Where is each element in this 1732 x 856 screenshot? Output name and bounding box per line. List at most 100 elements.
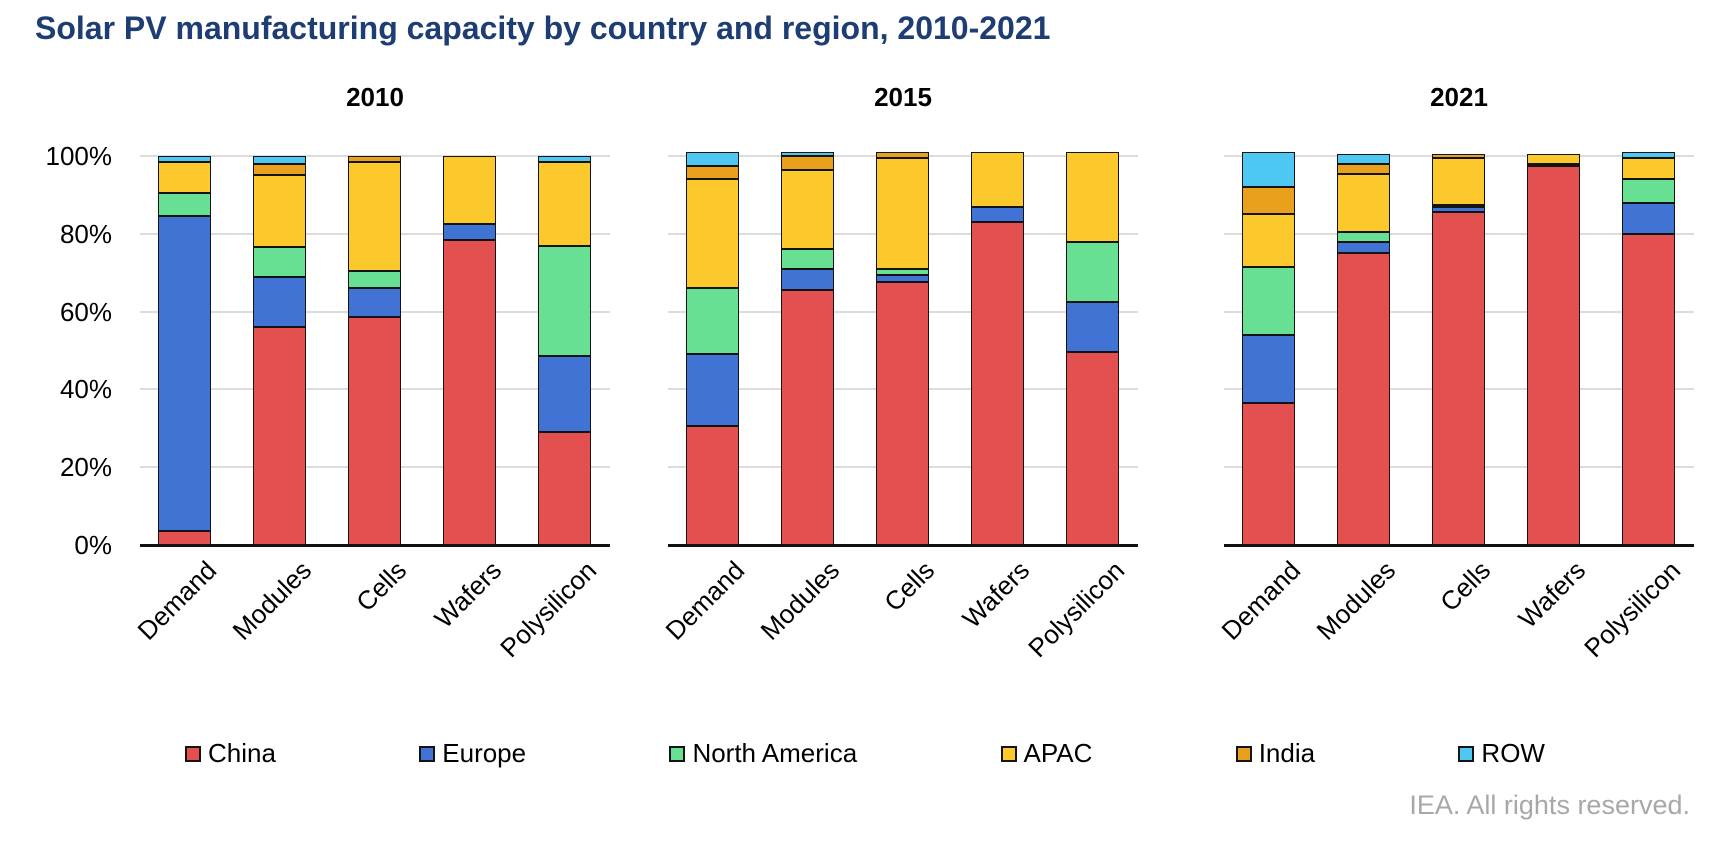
legend-swatch-india	[1235, 745, 1252, 762]
segment-row	[253, 156, 306, 164]
segment-row	[686, 152, 739, 166]
legend-swatch-apac	[1000, 745, 1017, 762]
segment-india	[348, 156, 401, 162]
bar-demand	[686, 152, 739, 545]
chart-title: Solar PV manufacturing capacity by count…	[35, 10, 1051, 46]
segment-apac	[1337, 173, 1390, 232]
y-tick-label: 40%	[59, 374, 112, 405]
plot-2015: Demand Modules Cells Wafers Polysilicon	[659, 152, 1138, 663]
segment-china	[1066, 352, 1119, 545]
plot-2010: 100% 80% 60% 40% 20% 0% Demand Modules Cells Wafe…	[46, 141, 610, 663]
segment-india	[686, 165, 739, 180]
legend-item-europe: Europe	[419, 738, 526, 769]
segment-china	[781, 290, 834, 545]
segment-india	[1337, 163, 1390, 174]
segment-europe	[1337, 241, 1390, 254]
segment-india	[253, 163, 306, 176]
x-axis-line	[140, 544, 610, 547]
segment-europe	[686, 354, 739, 427]
segment-north-america	[876, 268, 929, 275]
bar-wafers	[443, 156, 496, 545]
x-axis-line	[1224, 544, 1694, 547]
bar-polysilicon	[1066, 152, 1119, 545]
copyright-text: IEA. All rights reserved.	[1409, 790, 1690, 820]
panel-title-2010: 2010	[346, 82, 404, 112]
segment-apac	[443, 156, 496, 225]
segment-apac	[1242, 214, 1295, 267]
legend-item-apac: APAC	[1000, 738, 1092, 769]
segment-europe	[348, 288, 401, 318]
legend-swatch-europe	[419, 745, 436, 762]
legend-swatch-north-america	[669, 745, 686, 762]
segment-row	[158, 156, 211, 162]
segment-apac	[1066, 152, 1119, 242]
segment-north-america	[1622, 179, 1675, 203]
legend-item-row: ROW	[1458, 738, 1545, 769]
segment-china	[253, 327, 306, 545]
segment-apac	[158, 161, 211, 193]
segment-europe	[253, 276, 306, 328]
legend-swatch-row	[1458, 745, 1475, 762]
bar-demand	[158, 156, 211, 545]
segment-row	[538, 156, 591, 162]
segment-europe	[1066, 301, 1119, 353]
segment-north-america	[1066, 241, 1119, 302]
legend-item-india: India	[1235, 738, 1316, 769]
legend-label: North America	[692, 738, 858, 768]
segment-apac	[1622, 157, 1675, 180]
segment-north-america	[538, 245, 591, 357]
segment-north-america	[781, 249, 834, 269]
segment-china	[686, 426, 739, 545]
bar-modules	[253, 156, 306, 545]
legend-label: Europe	[442, 738, 527, 768]
segment-india	[876, 152, 929, 158]
segment-north-america	[1242, 266, 1295, 335]
segment-europe	[971, 206, 1024, 223]
segment-india	[1242, 187, 1295, 215]
segment-apac	[348, 161, 401, 271]
segment-north-america	[686, 288, 739, 355]
segment-china	[443, 239, 496, 545]
segment-china	[1337, 253, 1390, 545]
bar-wafers	[1527, 154, 1580, 545]
bar-cells	[1432, 154, 1485, 545]
bar-cells	[348, 156, 401, 545]
legend-item-north-america: North America	[669, 738, 857, 769]
segment-north-america	[253, 247, 306, 277]
segment-row	[1242, 152, 1295, 188]
segment-china	[971, 222, 1024, 545]
segment-row	[1622, 152, 1675, 158]
segment-europe	[876, 274, 929, 283]
segment-china	[1242, 403, 1295, 545]
segment-row	[1337, 154, 1390, 164]
segment-europe	[781, 268, 834, 291]
segment-apac	[1432, 157, 1485, 205]
segment-apac	[876, 157, 929, 269]
segment-europe	[443, 224, 496, 240]
segment-india	[1432, 154, 1485, 158]
bar-demand	[1242, 152, 1295, 545]
legend-label: India	[1258, 738, 1316, 768]
y-tick-label: 100%	[45, 141, 113, 171]
legend-label: ROW	[1481, 738, 1545, 768]
bar-polysilicon	[538, 156, 591, 545]
segment-china	[538, 432, 591, 545]
segment-china	[348, 317, 401, 545]
segment-china	[1527, 165, 1580, 545]
legend: China Europe North America APAC India ROW	[185, 738, 1545, 769]
segment-north-america	[1337, 231, 1390, 242]
segment-apac	[538, 161, 591, 246]
segment-north-america	[348, 270, 401, 289]
segment-china	[1432, 212, 1485, 545]
segment-apac	[253, 175, 306, 248]
bar-modules	[781, 152, 834, 545]
segment-apac	[686, 179, 739, 289]
segment-europe	[538, 356, 591, 433]
panel-title-2021: 2021	[1430, 82, 1488, 112]
segment-china	[876, 282, 929, 545]
segment-north-america	[158, 192, 211, 217]
legend-item-china: China	[185, 738, 276, 769]
legend-swatch-china	[185, 745, 201, 762]
segment-apac	[971, 152, 1024, 207]
bar-modules	[1337, 154, 1390, 545]
